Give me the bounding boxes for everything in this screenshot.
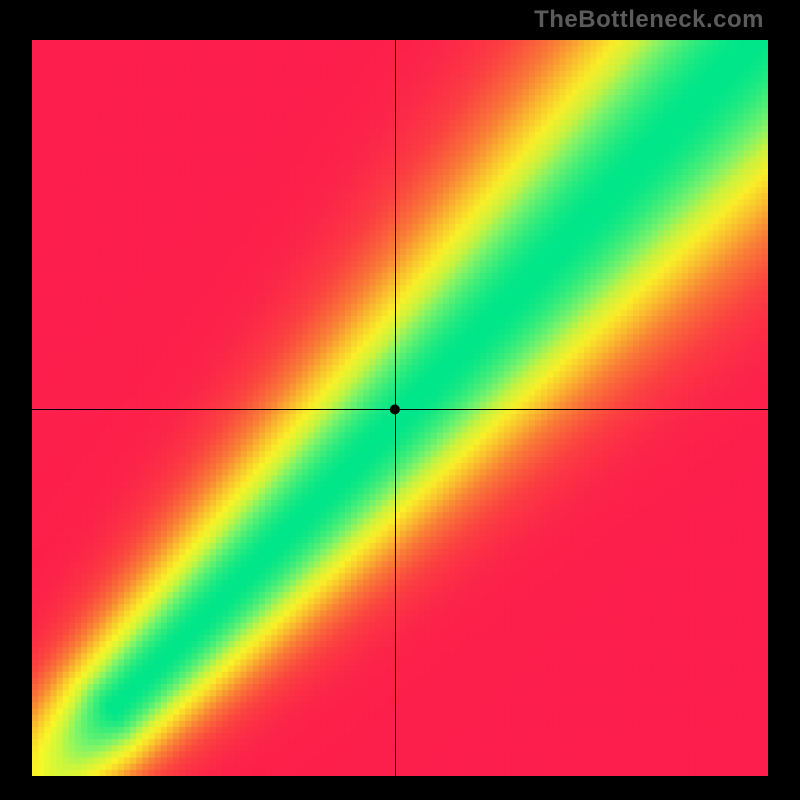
bottleneck-heatmap [32, 40, 768, 776]
heatmap-canvas [32, 40, 768, 776]
watermark-text: TheBottleneck.com [534, 6, 764, 34]
